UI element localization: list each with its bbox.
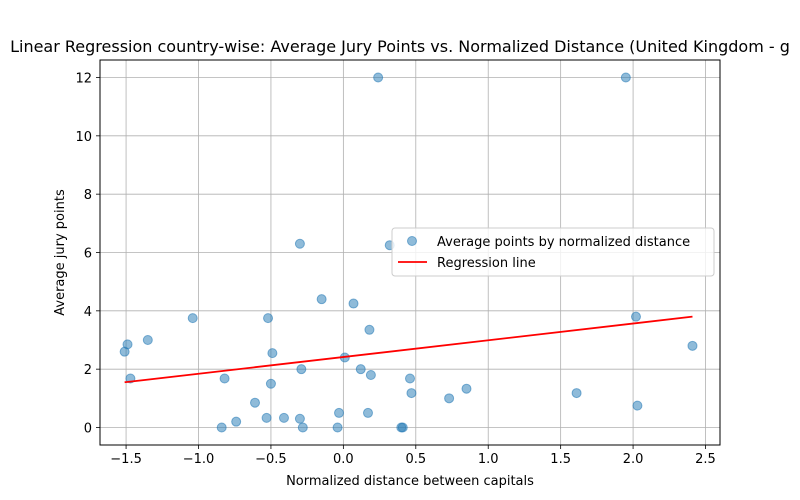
x-tick-label: −1.5 — [110, 452, 142, 467]
scatter-point — [316, 294, 327, 305]
legend-box — [391, 227, 715, 277]
x-tick-label: −1.0 — [183, 452, 215, 467]
scatter-point — [405, 373, 415, 384]
scatter-point — [219, 373, 230, 384]
chart-title: Linear Regression country-wise: Average … — [10, 37, 790, 56]
x-tick-label: 2.0 — [623, 452, 644, 467]
scatter-point — [362, 407, 373, 418]
y-tick-label: 2 — [84, 363, 92, 378]
scatter-point — [296, 364, 307, 375]
scatter-point — [571, 388, 582, 399]
scatter-point — [261, 412, 272, 423]
scatter-point — [365, 370, 376, 380]
scatter-point — [364, 324, 375, 335]
scatter-point — [444, 393, 455, 404]
scatter-point — [294, 413, 305, 424]
y-tick-label: 0 — [84, 422, 92, 437]
y-tick-label: 10 — [75, 130, 92, 145]
x-tick-label: 0.5 — [405, 452, 426, 467]
scatter-point — [278, 412, 289, 423]
scatter-point — [294, 238, 305, 249]
scatter-point — [687, 340, 698, 351]
scatter-point — [297, 422, 308, 433]
x-tick-label: 0.0 — [333, 452, 354, 467]
y-tick-label: 8 — [84, 188, 92, 203]
scatter-point — [632, 400, 643, 411]
scatter-point — [231, 416, 242, 427]
legend-label-scatter: Average points by normalized distance — [437, 235, 690, 250]
y-tick-label: 4 — [84, 305, 92, 320]
scatter-point — [216, 422, 227, 433]
scatter-point — [263, 313, 274, 324]
scatter-point — [355, 364, 366, 375]
y-axis-label: Average jury points — [53, 189, 68, 316]
scatter-point — [142, 335, 153, 345]
legend-marker-scatter — [407, 236, 417, 246]
scatter-point — [348, 298, 359, 309]
scatter-point — [373, 72, 384, 83]
x-tick-label: 1.0 — [478, 452, 499, 467]
y-tick-label: 12 — [75, 72, 92, 87]
scatter-point — [630, 311, 641, 322]
scatter-points — [119, 72, 698, 433]
scatter-point — [250, 397, 260, 408]
scatter-point — [334, 407, 345, 418]
y-tick-label: 6 — [84, 247, 92, 262]
scatter-point — [406, 388, 417, 399]
scatter-point — [461, 383, 472, 394]
x-tick-label: −0.5 — [255, 452, 287, 467]
regression-line-layer — [124, 315, 693, 384]
legend: Average points by normalized distance Re… — [391, 227, 715, 277]
scatter-point — [267, 348, 278, 359]
scatter-point — [332, 422, 343, 433]
x-axis-label: Normalized distance between capitals — [286, 474, 534, 489]
scatter-point — [122, 339, 133, 350]
x-tick-label: 2.5 — [695, 452, 716, 467]
grid — [100, 60, 720, 445]
legend-label-line: Regression line — [437, 256, 536, 271]
scatter-point — [265, 378, 276, 389]
scatter-point — [620, 72, 631, 83]
x-tick-label: 1.5 — [550, 452, 571, 467]
scatter-point — [187, 313, 198, 324]
scatter-point — [397, 422, 408, 433]
axis-ticks: −1.5 −1.0 −0.5 0.0 0.5 1.0 1.5 2.0 2.5 0 2 4 6 8 10 12 — [75, 72, 715, 468]
regression-line — [124, 315, 693, 384]
